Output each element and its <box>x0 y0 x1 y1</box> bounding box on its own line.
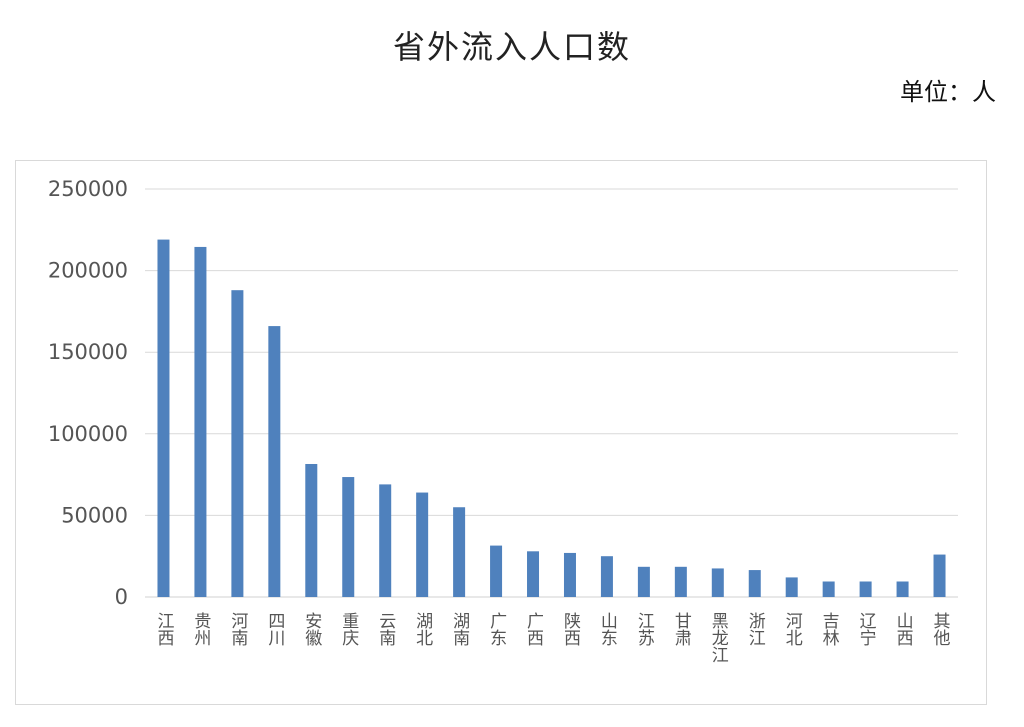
x-tick-label: 四川 <box>264 612 285 646</box>
bar-湖北 <box>416 492 429 597</box>
gridlines <box>145 188 958 598</box>
bar-其他 <box>933 554 946 597</box>
bar-江西 <box>157 239 170 598</box>
y-tick-label: 250000 <box>48 177 128 201</box>
x-tick-label: 浙江 <box>745 612 766 646</box>
x-tick-label: 重庆 <box>338 612 359 646</box>
x-tick-label: 云南 <box>375 612 396 646</box>
bar-重庆 <box>342 477 355 597</box>
bar-浙江 <box>748 570 761 597</box>
x-tick-label: 河南 <box>227 612 248 646</box>
x-tick-label: 黑龙江 <box>708 612 729 663</box>
bar-山东 <box>600 556 613 597</box>
x-tick-label: 甘肃 <box>671 612 692 646</box>
bar-辽宁 <box>859 581 872 597</box>
x-tick-label: 广东 <box>486 612 507 646</box>
bar-四川 <box>268 326 281 597</box>
unit-label: 单位：人 <box>900 78 996 106</box>
x-tick-label: 其他 <box>930 612 951 646</box>
bar-贵州 <box>194 246 207 597</box>
x-tick-label: 江西 <box>153 612 174 646</box>
bars <box>157 239 946 598</box>
y-tick-label: 0 <box>115 585 128 609</box>
y-tick-label: 100000 <box>48 422 128 446</box>
bar-广西 <box>527 551 540 597</box>
chart-title: 省外流入人口数 <box>392 28 631 66</box>
x-tick-label: 湖北 <box>412 612 433 646</box>
x-tick-label: 安徽 <box>301 612 322 646</box>
bar-黑龙江 <box>711 568 724 597</box>
x-tick-label: 辽宁 <box>856 612 877 646</box>
x-tick-label: 河北 <box>782 612 803 646</box>
bar-安徽 <box>305 463 318 597</box>
bar-湖南 <box>453 507 466 597</box>
chart-frame <box>15 160 987 705</box>
y-tick-label: 200000 <box>48 259 128 283</box>
x-tick-label: 贵州 <box>190 612 211 646</box>
bar-吉林 <box>822 581 835 597</box>
x-tick-label: 吉林 <box>819 612 840 646</box>
bar-江苏 <box>637 566 650 597</box>
bar-广东 <box>490 545 503 597</box>
bar-河北 <box>785 577 798 597</box>
bar-河南 <box>231 290 244 597</box>
x-tick-label: 陕西 <box>560 612 580 646</box>
x-axis-ticks: 江西 贵州 河南 四川 安徽 重庆 云南 湖北 湖南 广东 广西 陕西 山东 江苏 甘肃 黑龙江 浙江 河北 吉林辽… <box>153 612 950 663</box>
bar-甘肃 <box>674 566 687 597</box>
x-tick-label: 山东 <box>597 612 617 646</box>
bar-陕西 <box>563 552 576 597</box>
y-axis-ticks: 0 50000 100000 150000 200000 250000 <box>48 177 128 609</box>
bar-山西 <box>896 581 909 597</box>
bar-云南 <box>379 484 392 597</box>
y-tick-label: 150000 <box>48 340 128 364</box>
y-tick-label: 50000 <box>61 503 128 527</box>
x-tick-label: 湖南 <box>449 612 470 646</box>
x-tick-label: 广西 <box>523 612 544 646</box>
x-tick-label: 山西 <box>893 612 913 646</box>
x-tick-label: 江苏 <box>634 612 655 647</box>
